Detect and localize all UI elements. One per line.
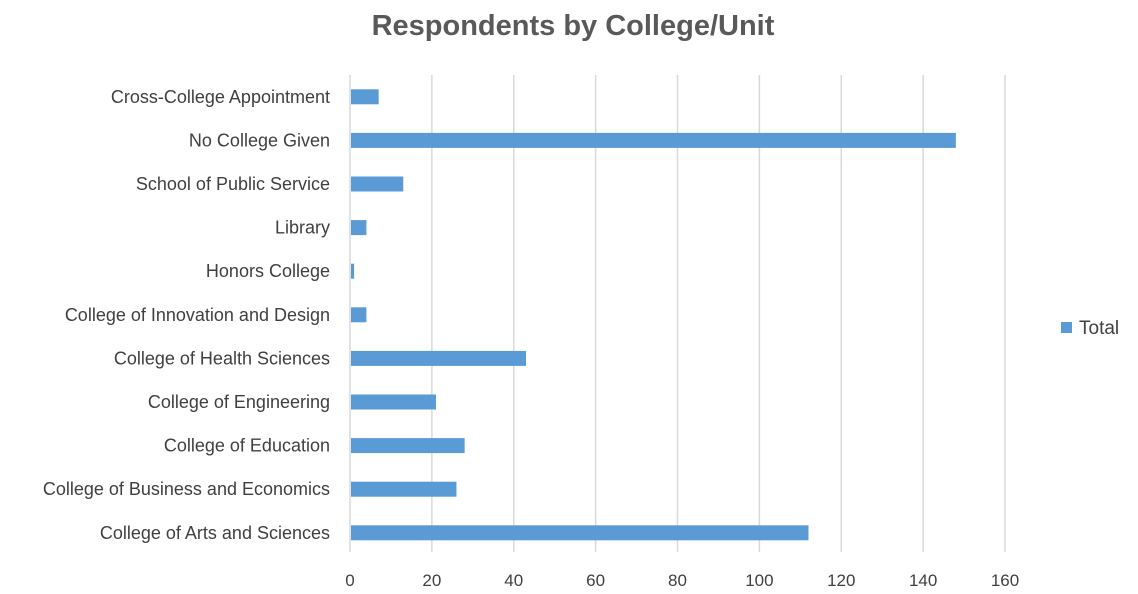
- x-tick-label: 100: [745, 571, 773, 590]
- x-tick-label: 120: [827, 571, 855, 590]
- chart-title: Respondents by College/Unit: [372, 10, 775, 42]
- x-tick-label: 20: [422, 571, 441, 590]
- category-label: College of Arts and Sciences: [100, 523, 330, 543]
- category-label: College of Business and Economics: [43, 479, 330, 499]
- bar: [351, 394, 436, 410]
- category-label: Library: [275, 218, 330, 238]
- x-tick-labels: 0 20 40 60 80 100 120 140 160: [345, 571, 1019, 590]
- category-label: Cross-College Appointment: [111, 87, 330, 107]
- category-label: College of Engineering: [148, 392, 330, 412]
- x-tick-label: 160: [991, 571, 1019, 590]
- category-label: College of Education: [164, 436, 330, 456]
- gridlines: [349, 75, 1006, 552]
- bar: [351, 350, 527, 366]
- bar: [351, 132, 956, 148]
- category-labels: College of Arts and Sciences College of B…: [43, 87, 330, 543]
- bar: [351, 89, 379, 105]
- x-tick-label: 40: [504, 571, 523, 590]
- bars: [351, 89, 956, 541]
- category-label: No College Given: [189, 130, 330, 150]
- bar: [351, 263, 355, 279]
- bar: [351, 438, 465, 454]
- bar: [351, 481, 457, 497]
- bar: [351, 220, 367, 236]
- category-label: College of Innovation and Design: [65, 305, 330, 325]
- bar: [351, 307, 367, 323]
- legend: Total: [1061, 318, 1119, 339]
- bar: [351, 176, 404, 192]
- category-label: School of Public Service: [136, 174, 330, 194]
- legend-label: Total: [1079, 318, 1119, 339]
- x-tick-label: 80: [668, 571, 687, 590]
- x-tick-label: 0: [345, 571, 354, 590]
- x-tick-label: 140: [909, 571, 937, 590]
- category-label: College of Health Sciences: [114, 348, 330, 368]
- x-tick-label: 60: [586, 571, 605, 590]
- bar: [351, 525, 809, 541]
- legend-swatch: [1061, 322, 1072, 333]
- category-label: Honors College: [206, 261, 330, 281]
